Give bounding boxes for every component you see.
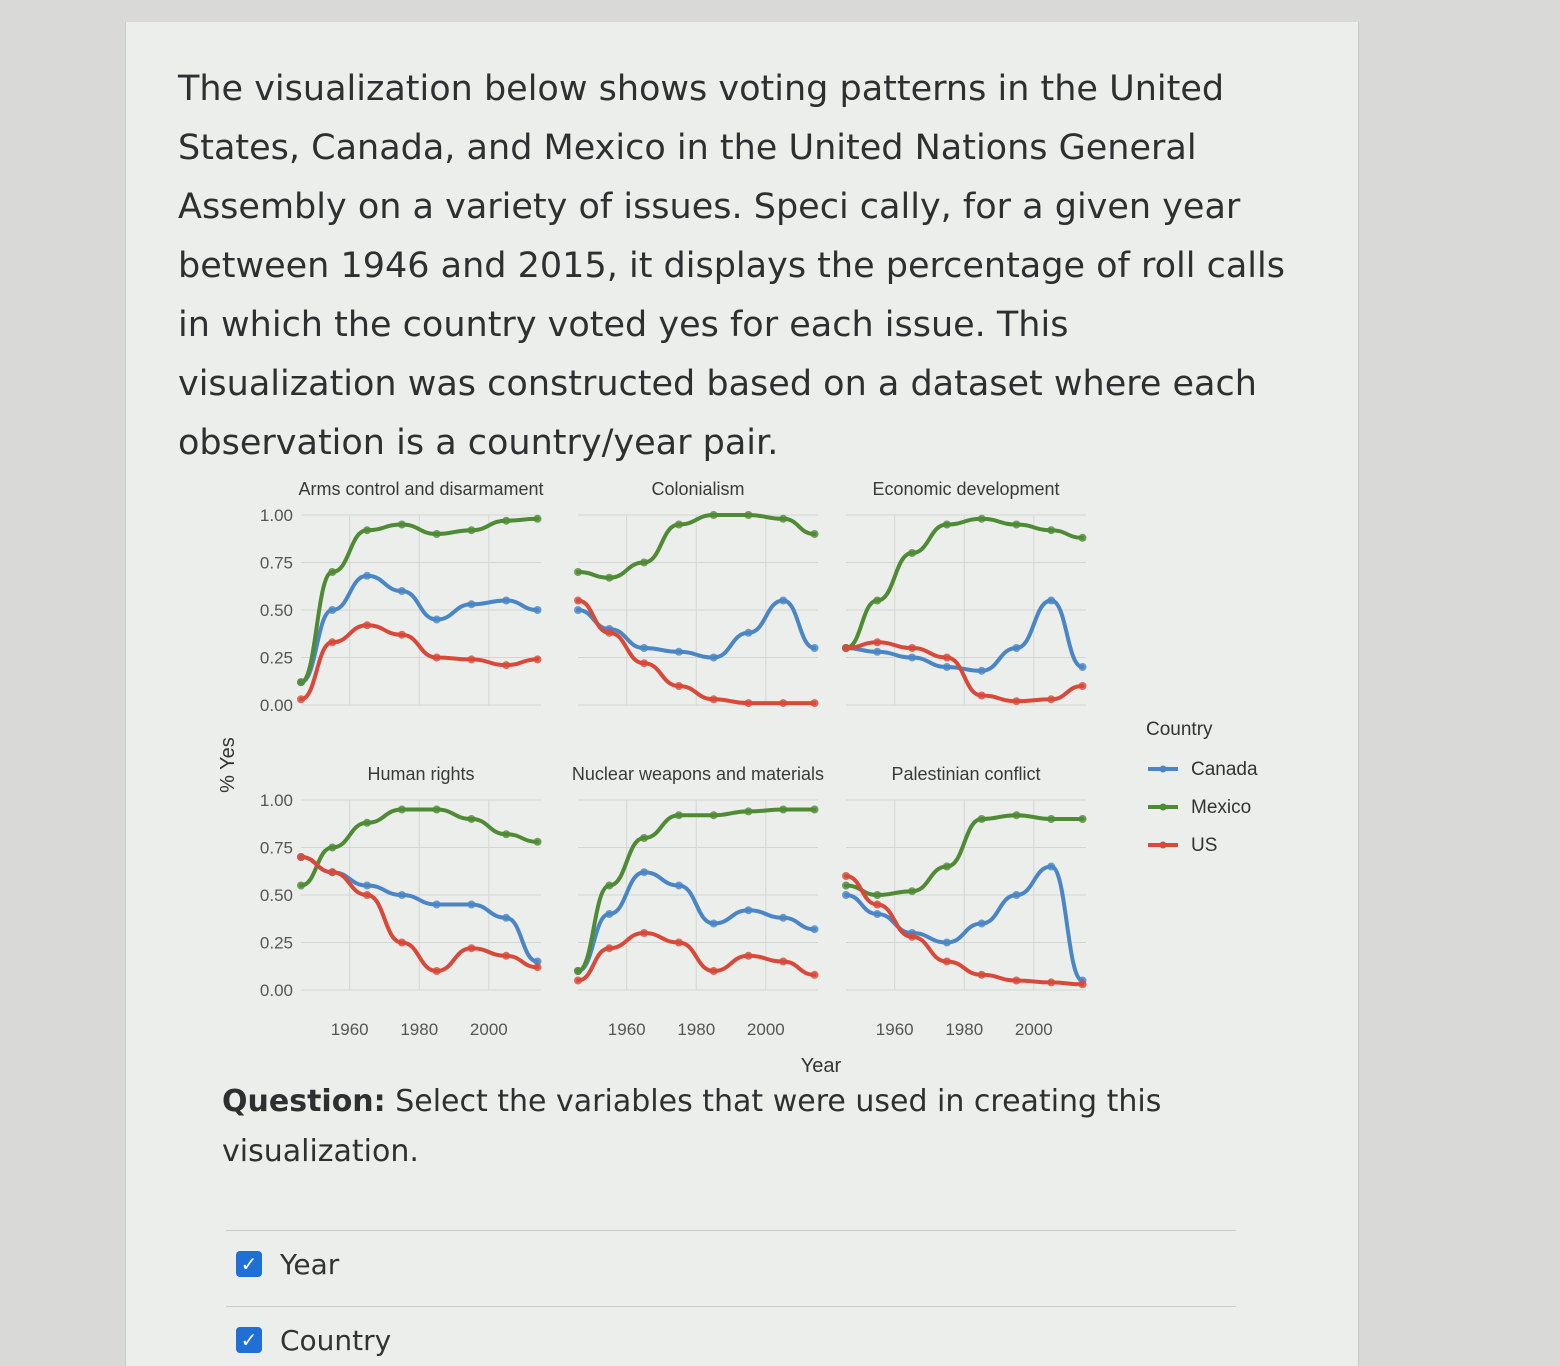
trend-line-us <box>299 855 540 974</box>
trend-line-canada <box>844 598 1085 673</box>
x-tick-label: 2000 <box>470 1020 508 1039</box>
trend-line-us <box>299 623 540 702</box>
trend-line-mexico <box>576 513 817 580</box>
trend-line-mexico <box>299 807 540 888</box>
option-country[interactable]: ✓ Country <box>236 1320 391 1360</box>
trend-line-canada <box>844 864 1085 983</box>
option-year-label: Year <box>280 1247 340 1281</box>
voting-chart-svg: % Yes Year Arms control and disarmament 0.0… <box>217 479 1258 1077</box>
y-tick-label: 0.00 <box>260 981 293 1000</box>
y-tick-label: 0.75 <box>260 554 293 573</box>
legend-key-dot-canada <box>1159 765 1167 773</box>
x-tick-label: 1960 <box>331 1020 369 1039</box>
content-panel: The visualization below shows voting pat… <box>125 22 1359 1366</box>
y-axis-title: % Yes <box>217 737 239 793</box>
legend-key-dot-us <box>1159 841 1167 849</box>
trend-line-canada <box>576 598 817 660</box>
trend-line-us <box>576 930 817 983</box>
trend-line-mexico <box>576 807 817 973</box>
facet-title: Palestinian conflict <box>891 764 1040 784</box>
legend-title: Country <box>1146 719 1213 740</box>
checkbox-year[interactable]: ✓ <box>236 1251 262 1277</box>
x-tick-label: 1980 <box>945 1020 983 1039</box>
trend-line-us <box>576 598 817 706</box>
question-text: Question: Select the variables that were… <box>222 1077 1202 1177</box>
x-tick-label: 2000 <box>1015 1020 1053 1039</box>
y-tick-label: 0.00 <box>260 696 293 715</box>
trend-line-mexico <box>844 516 1085 650</box>
checkbox-country[interactable]: ✓ <box>236 1327 262 1353</box>
trend-line-mexico <box>299 516 540 685</box>
legend-label-us: US <box>1191 835 1217 856</box>
y-tick-label: 0.50 <box>260 601 293 620</box>
x-tick-label: 2000 <box>747 1020 785 1039</box>
y-tick-label: 1.00 <box>260 506 293 525</box>
trend-line-canada <box>299 573 540 685</box>
trend-line-us <box>844 640 1085 704</box>
facet-title: Arms control and disarmament <box>298 479 543 499</box>
option-divider <box>226 1230 1236 1231</box>
trend-line-mexico <box>844 813 1085 898</box>
legend-key-dot-mexico <box>1159 803 1167 811</box>
facet-title: Economic development <box>872 479 1059 499</box>
y-tick-label: 0.75 <box>260 839 293 858</box>
trend-line-canada <box>576 870 817 973</box>
facet-title: Colonialism <box>651 479 744 499</box>
legend-label-canada: Canada <box>1191 759 1258 780</box>
x-tick-label: 1980 <box>400 1020 438 1039</box>
question-body: Select the variables that were used in c… <box>222 1084 1162 1169</box>
x-tick-label: 1960 <box>876 1020 914 1039</box>
voting-chart: % Yes Year Arms control and disarmament 0.0… <box>206 460 1306 1085</box>
legend-label-mexico: Mexico <box>1191 797 1251 818</box>
y-tick-label: 1.00 <box>260 791 293 810</box>
option-divider <box>226 1306 1236 1307</box>
option-year[interactable]: ✓ Year <box>236 1244 339 1284</box>
y-tick-label: 0.25 <box>260 649 293 668</box>
trend-line-us <box>844 874 1085 987</box>
x-tick-label: 1980 <box>677 1020 715 1039</box>
intro-paragraph: The visualization below shows voting pat… <box>178 69 1285 463</box>
y-tick-label: 0.25 <box>260 934 293 953</box>
option-country-label: Country <box>280 1323 392 1357</box>
facet-title: Nuclear weapons and materials <box>572 764 824 784</box>
question-prefix: Question: <box>222 1084 386 1119</box>
y-tick-label: 0.50 <box>260 886 293 905</box>
facet-title: Human rights <box>367 764 474 784</box>
x-tick-label: 1960 <box>608 1020 646 1039</box>
x-axis-title: Year <box>801 1055 842 1077</box>
